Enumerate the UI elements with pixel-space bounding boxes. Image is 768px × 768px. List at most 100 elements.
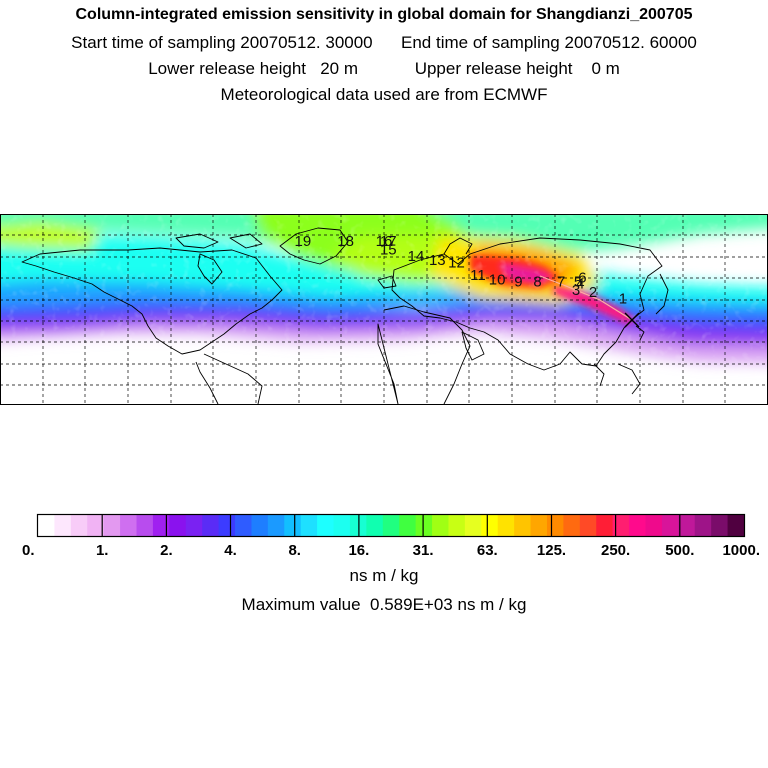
colorbar-swatch bbox=[136, 515, 154, 536]
trajectory-label-17: 17 bbox=[380, 233, 397, 250]
colorbar-swatch bbox=[579, 515, 597, 536]
colorbar-swatch bbox=[546, 515, 564, 536]
colorbar-swatch bbox=[152, 515, 170, 536]
colorbar-swatch bbox=[382, 515, 400, 536]
colorbar-swatch bbox=[514, 515, 532, 536]
end-time-value: 20070512. 60000 bbox=[564, 33, 697, 52]
colorbar-tick-label: 0. bbox=[22, 542, 35, 559]
colorbar-swatch bbox=[300, 515, 318, 536]
coastlines bbox=[21, 227, 669, 405]
colorbar-swatch bbox=[70, 515, 88, 536]
trajectory-label-12: 12 bbox=[448, 254, 465, 271]
colorbar-tick-label: 31. bbox=[413, 542, 434, 559]
colorbar-swatch bbox=[333, 515, 351, 536]
trajectory-label-5: 5 bbox=[574, 274, 582, 291]
colorbar-swatch bbox=[54, 515, 72, 536]
trajectory-label-16: 16 bbox=[376, 233, 393, 250]
colorbar-swatch bbox=[218, 515, 236, 536]
lower-height-label: Lower release height bbox=[148, 59, 307, 78]
colorbar-swatch bbox=[202, 515, 220, 536]
upper-height-label: Upper release height bbox=[414, 59, 573, 78]
colorbar-frame bbox=[36, 513, 746, 538]
colorbar-swatch bbox=[678, 515, 696, 536]
colorbar-tick-label: 500. bbox=[665, 542, 694, 559]
colorbar-swatch bbox=[481, 515, 499, 536]
start-time-label: Start time of sampling bbox=[71, 33, 236, 52]
colorbar-swatch bbox=[317, 515, 335, 536]
release-heights: Lower release height 20 m Upper release … bbox=[0, 59, 768, 79]
trajectory-label-18: 18 bbox=[337, 233, 354, 250]
colorbar-swatch bbox=[235, 515, 253, 536]
colorbar-swatches bbox=[38, 515, 745, 536]
colorbar-ticks bbox=[101, 515, 681, 536]
upper-height-value: 0 m bbox=[591, 59, 620, 78]
colorbar-tick-label: 16. bbox=[348, 542, 369, 559]
colorbar-swatch bbox=[596, 515, 614, 536]
colorbar-tick-label: 250. bbox=[601, 542, 630, 559]
colorbar-swatch bbox=[612, 515, 630, 536]
colorbar-swatch bbox=[563, 515, 581, 536]
trajectory-label-2: 2 bbox=[589, 284, 597, 301]
colorbar-swatch bbox=[464, 515, 482, 536]
trajectory-label-11: 11 bbox=[470, 267, 486, 284]
graticule bbox=[0, 214, 768, 406]
colorbar: 0. 1. 2. 4. 8. 16. 31. 63. 125. 250. 500. 1000. bbox=[22, 513, 760, 559]
colorbar-units: ns m / kg bbox=[349, 566, 419, 585]
trajectory-label-3: 3 bbox=[572, 282, 580, 299]
colorbar-tick-label: 125. bbox=[537, 542, 566, 559]
colorbar-swatch bbox=[530, 515, 548, 536]
trajectory-label-19: 19 bbox=[295, 233, 312, 250]
trajectory-label-8: 8 bbox=[533, 274, 541, 291]
colorbar-swatch bbox=[38, 515, 56, 536]
colorbar-swatch bbox=[661, 515, 679, 536]
start-time-value: 20070512. 30000 bbox=[240, 33, 373, 52]
colorbar-swatch bbox=[87, 515, 105, 536]
trajectory-label-10: 10 bbox=[489, 271, 506, 288]
trajectory-label-13: 13 bbox=[429, 252, 446, 269]
colorbar-swatch bbox=[694, 515, 712, 536]
met-data-line: Meteorological data used are from ECMWF bbox=[220, 85, 548, 104]
end-time-label: End time of sampling bbox=[401, 33, 560, 52]
colorbar-swatch bbox=[432, 515, 450, 536]
colorbar-swatch bbox=[415, 515, 433, 536]
trajectory-path bbox=[539, 275, 633, 321]
lower-height-value: 20 m bbox=[320, 59, 358, 78]
trajectory-label-7: 7 bbox=[557, 274, 565, 291]
trajectory-label-15: 15 bbox=[380, 242, 397, 259]
colorbar-tick-label: 2. bbox=[160, 542, 173, 559]
colorbar-swatch bbox=[120, 515, 138, 536]
colorbar-tick-label: 4. bbox=[224, 542, 237, 559]
colorbar-swatch bbox=[711, 515, 729, 536]
colorbar-swatch bbox=[284, 515, 302, 536]
colorbar-tick-label: 1. bbox=[96, 542, 109, 559]
trajectory-label-6: 6 bbox=[578, 269, 586, 286]
colorbar-swatch bbox=[251, 515, 269, 536]
colorbar-swatch bbox=[399, 515, 417, 536]
colorbar-swatch bbox=[645, 515, 663, 536]
colorbar-swatch bbox=[267, 515, 285, 536]
colorbar-tick-label: 8. bbox=[288, 542, 301, 559]
colorbar-swatch bbox=[366, 515, 384, 536]
trajectory-label-1: 1 bbox=[619, 291, 627, 308]
max-label: Maximum value bbox=[241, 595, 361, 614]
max-units: ns m / kg bbox=[457, 595, 527, 614]
colorbar-swatch bbox=[497, 515, 515, 536]
page-title: Column-integrated emission sensitivity i… bbox=[75, 6, 693, 23]
trajectory-label-9: 9 bbox=[514, 274, 522, 291]
colorbar-swatch bbox=[727, 515, 745, 536]
trajectory-label-4: 4 bbox=[576, 276, 584, 293]
colorbar-tick-label: 63. bbox=[477, 542, 498, 559]
sampling-times: Start time of sampling 20070512. 30000 E… bbox=[0, 33, 768, 53]
maximum-value: Maximum value 0.589E+03 ns m / kg bbox=[0, 595, 768, 615]
colorbar-tick-label: 1000. bbox=[722, 542, 760, 559]
colorbar-swatch bbox=[448, 515, 466, 536]
colorbar-labels: 0. 1. 2. 4. 8. 16. 31. 63. 125. 250. 500. 1000. bbox=[22, 542, 760, 559]
colorbar-swatch bbox=[629, 515, 647, 536]
receptor-marker-icon bbox=[624, 312, 640, 328]
max-value: 0.589E+03 bbox=[370, 595, 453, 614]
colorbar-swatch bbox=[103, 515, 121, 536]
colorbar-swatch bbox=[185, 515, 203, 536]
trajectory-label-14: 14 bbox=[408, 248, 425, 265]
